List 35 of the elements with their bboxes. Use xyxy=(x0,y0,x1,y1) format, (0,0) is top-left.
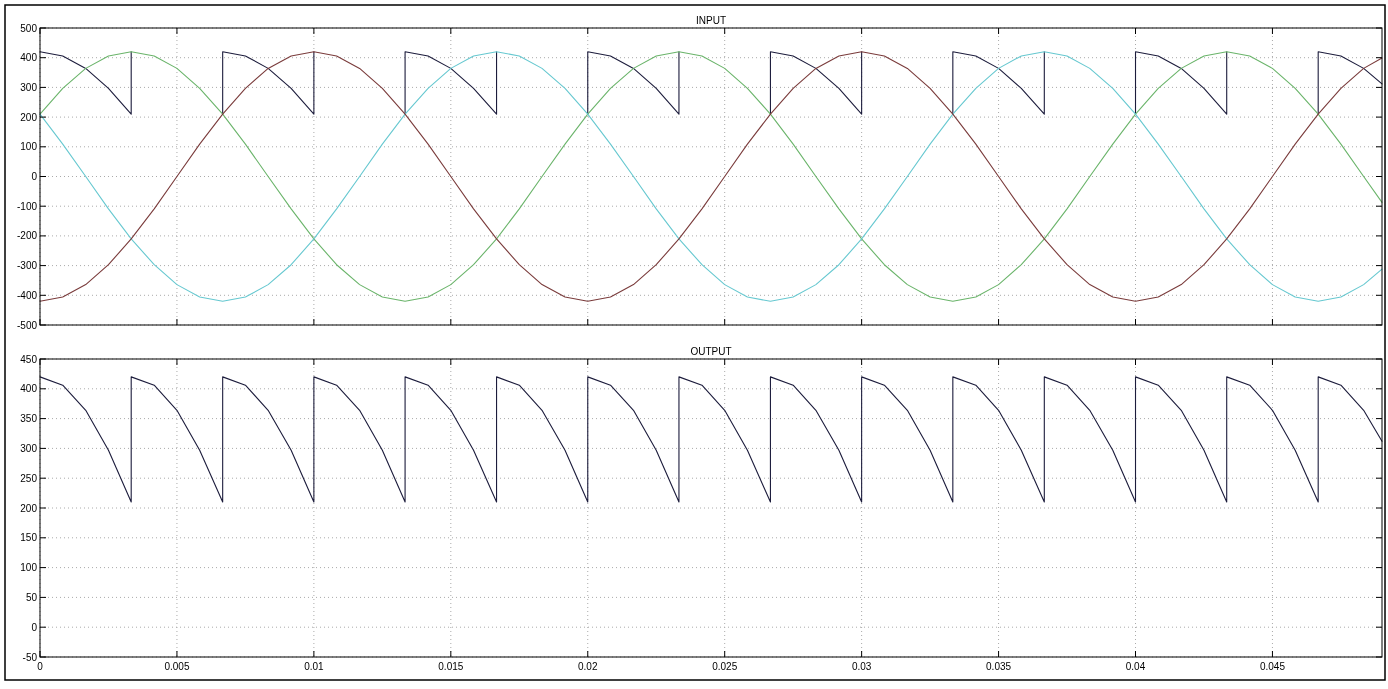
x-tick-label: 0.045 xyxy=(1259,661,1286,672)
y-tick-label: -100 xyxy=(16,200,38,212)
line-series xyxy=(39,376,1383,503)
y-tick-label: 400 xyxy=(20,383,38,395)
y-tick-label: 50 xyxy=(25,591,38,603)
y-tick-label: 350 xyxy=(20,413,38,425)
y-tick-label: 400 xyxy=(20,52,38,64)
x-tick-label: 0.025 xyxy=(712,661,738,672)
x-tick-label: 0.04 xyxy=(1125,661,1146,672)
y-tick-label: 200 xyxy=(20,502,38,514)
y-tick-label: 100 xyxy=(20,562,38,574)
x-tick-label: 0.005 xyxy=(164,661,190,672)
y-tick-label: -200 xyxy=(16,230,38,242)
y-tick-label: 300 xyxy=(20,81,38,93)
y-tick-label: 300 xyxy=(20,442,38,454)
y-tick-label: -400 xyxy=(16,289,38,301)
y-tick-label: 450 xyxy=(20,353,38,365)
y-tick-label: 500 xyxy=(20,22,38,34)
chart-title: OUTPUT xyxy=(690,346,732,357)
x-tick-label: 0.02 xyxy=(578,661,598,672)
y-tick-label: 250 xyxy=(20,472,38,484)
y-tick-label: -50 xyxy=(22,651,38,663)
chart-title: INPUT xyxy=(696,15,726,26)
x-tick-label: 0.03 xyxy=(851,661,872,672)
x-tick-label: 0.01 xyxy=(304,661,325,672)
y-tick-label: 200 xyxy=(20,111,38,123)
y-tick-label: 100 xyxy=(20,141,38,153)
y-tick-label: 0 xyxy=(31,171,38,182)
y-tick-label: -300 xyxy=(16,260,38,272)
y-tick-label: -500 xyxy=(16,319,38,331)
y-tick-label: 0 xyxy=(31,621,38,633)
y-tick-label: 150 xyxy=(20,532,38,544)
line-series xyxy=(39,51,1383,302)
x-tick-label: 0.015 xyxy=(438,661,464,672)
x-tick-label: 0.035 xyxy=(986,661,1012,672)
